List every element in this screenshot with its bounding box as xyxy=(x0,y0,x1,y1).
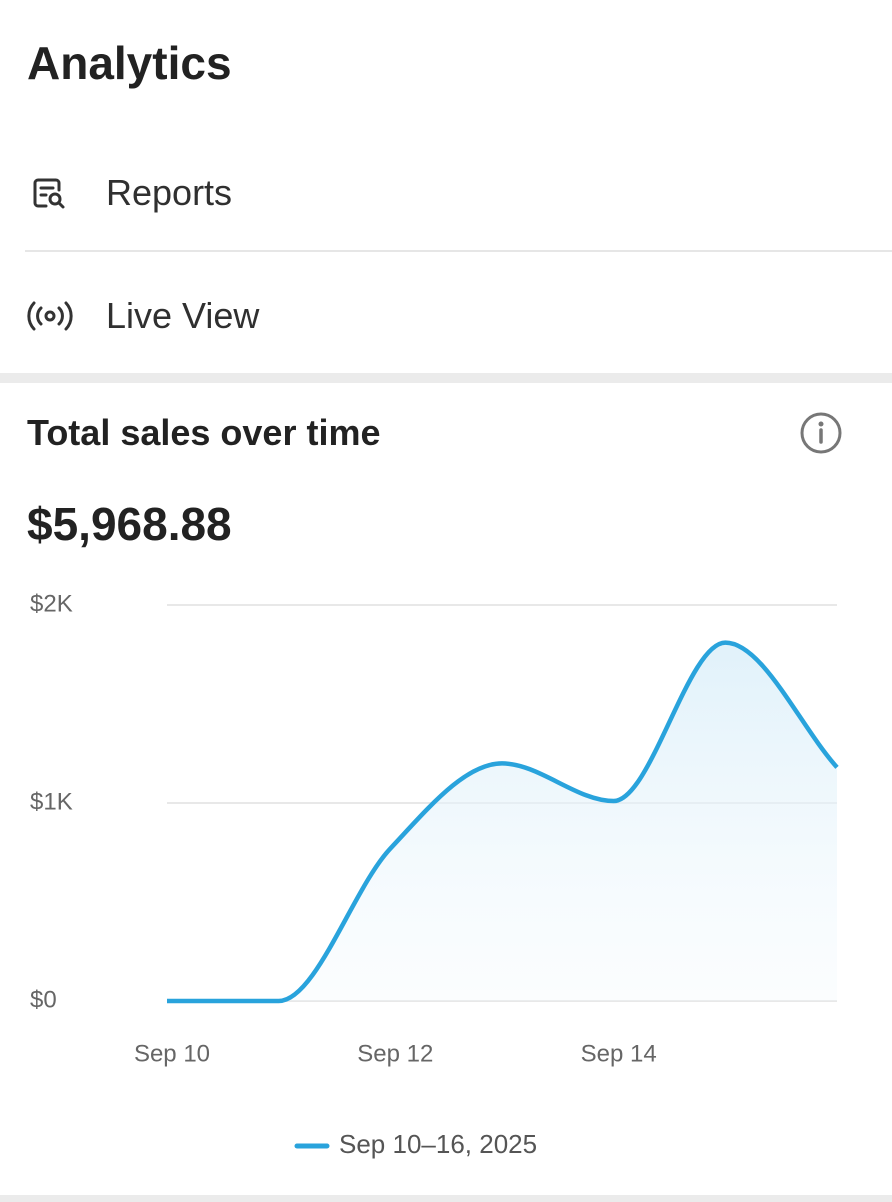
menu-item[interactable]: Live View xyxy=(106,295,260,336)
card-title: Total sales over time xyxy=(27,412,381,453)
page-title: Analytics xyxy=(27,37,232,89)
menu-item[interactable]: Reports xyxy=(106,172,233,213)
separator xyxy=(0,1195,892,1202)
separator xyxy=(0,373,892,383)
y-tick-label: $2K xyxy=(30,590,73,617)
reports-icon[interactable] xyxy=(30,174,70,214)
y-tick-label: $0 xyxy=(30,986,57,1013)
x-tick-label: Sep 10 xyxy=(134,1040,210,1067)
y-tick-label: $1K xyxy=(30,788,73,815)
live-view-icon[interactable] xyxy=(26,300,74,332)
info-icon[interactable] xyxy=(798,411,844,457)
x-tick-label: Sep 12 xyxy=(357,1040,433,1067)
total-value: $5,968.88 xyxy=(27,498,232,550)
area xyxy=(167,642,837,1001)
legend-label: Sep 10–16, 2025 xyxy=(339,1129,537,1159)
line xyxy=(167,640,839,1004)
divider xyxy=(25,250,892,252)
x-tick-label: Sep 14 xyxy=(581,1040,657,1067)
